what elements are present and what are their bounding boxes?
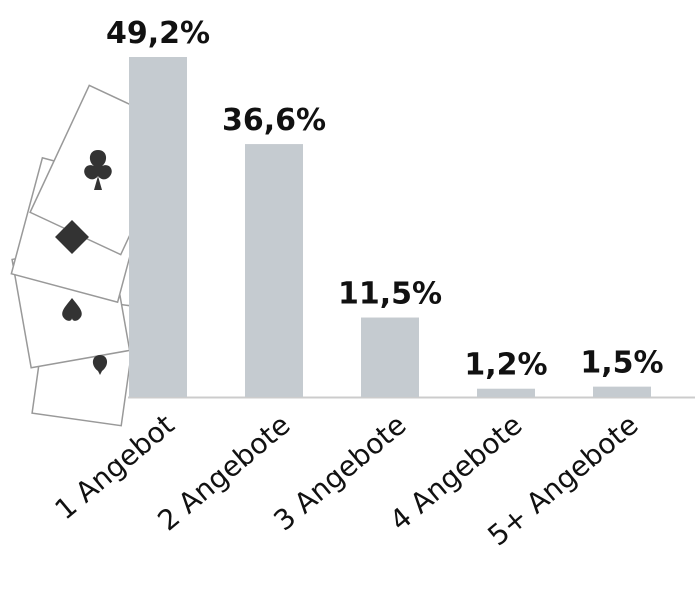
value-label: 49,2% [106,16,210,51]
value-label: 11,5% [338,277,442,312]
bar [129,57,187,397]
bar [477,388,535,397]
bar [361,317,419,397]
value-label: 36,6% [222,103,326,138]
bar [593,386,651,397]
bar [245,144,303,397]
card-decoration [10,84,181,427]
value-label: 1,5% [580,346,663,381]
value-label: 1,2% [464,348,547,383]
